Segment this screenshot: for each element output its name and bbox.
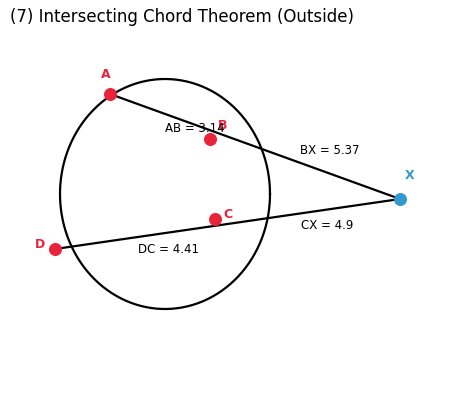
Text: (7) Intersecting Chord Theorem (Outside): (7) Intersecting Chord Theorem (Outside) bbox=[10, 8, 354, 26]
Point bbox=[211, 216, 219, 223]
Text: D: D bbox=[35, 238, 45, 251]
Point bbox=[106, 92, 114, 98]
Point bbox=[396, 196, 404, 203]
Text: C: C bbox=[223, 208, 232, 221]
Text: CX = 4.9: CX = 4.9 bbox=[301, 218, 354, 231]
Text: X: X bbox=[405, 168, 415, 181]
Point bbox=[51, 246, 59, 253]
Text: B: B bbox=[218, 119, 228, 132]
Text: AB = 3.14: AB = 3.14 bbox=[165, 122, 225, 135]
Text: BX = 5.37: BX = 5.37 bbox=[301, 144, 360, 157]
Text: DC = 4.41: DC = 4.41 bbox=[138, 243, 199, 256]
Text: A: A bbox=[101, 68, 111, 81]
Point bbox=[206, 136, 214, 143]
